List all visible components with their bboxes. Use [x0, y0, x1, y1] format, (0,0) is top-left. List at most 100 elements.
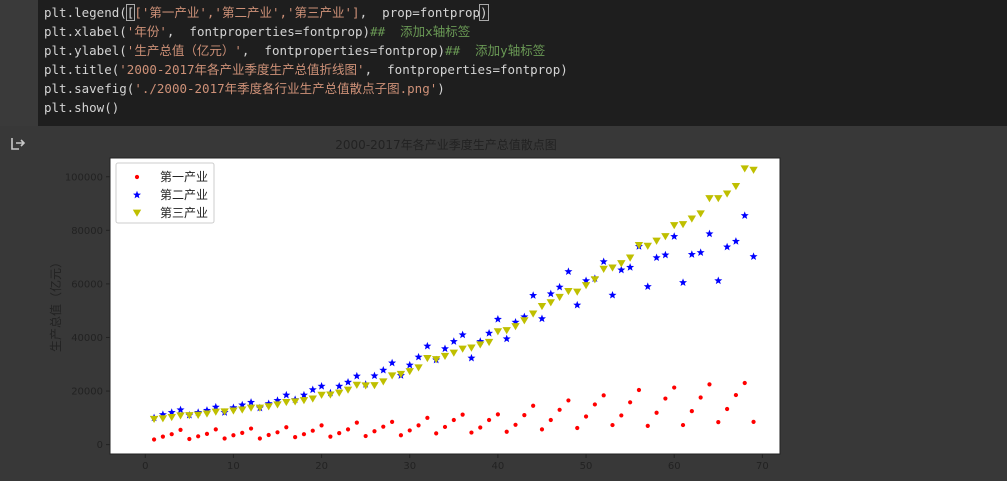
code-token: ## 添加y轴标签: [445, 43, 546, 58]
data-point: [537, 303, 547, 311]
data-point: [231, 433, 236, 438]
data-point: [504, 429, 509, 434]
data-point: [469, 430, 474, 435]
data-point: [599, 265, 608, 273]
data-point: [485, 328, 494, 337]
data-point: [626, 263, 635, 271]
data-point: [370, 382, 379, 390]
data-point: [416, 423, 421, 428]
data-point: [590, 276, 600, 284]
data-point: [405, 368, 414, 376]
code-token: '生产总值（亿元）': [126, 43, 242, 58]
code-line: plt.savefig('./2000-2017年季度各行业生产总值散点子图.p…: [44, 79, 445, 98]
x-tick-label: 20: [315, 461, 328, 472]
data-point: [696, 210, 705, 218]
data-point: [284, 425, 289, 430]
data-point: [513, 422, 518, 427]
data-point: [617, 260, 626, 268]
data-point: [749, 166, 758, 174]
data-point: [310, 428, 315, 433]
data-point: [308, 385, 317, 394]
x-tick-label: 60: [668, 461, 681, 472]
data-point: [529, 291, 538, 299]
legend-marker-shape: [133, 190, 141, 199]
data-point: [352, 381, 362, 389]
data-point: [687, 215, 697, 223]
axes-frame: [109, 157, 781, 455]
data-point: [352, 371, 361, 380]
data-point: [423, 355, 432, 363]
data-point: [617, 265, 626, 274]
data-point: [222, 436, 227, 441]
data-point: [387, 372, 397, 380]
legend-label: 第二产业: [160, 188, 208, 202]
data-point: [247, 398, 256, 406]
data-point: [328, 434, 333, 439]
data-point: [388, 358, 397, 367]
data-point: [654, 410, 659, 415]
x-tick-label: 30: [403, 461, 416, 472]
data-point: [478, 425, 483, 430]
data-point: [652, 253, 661, 262]
data-point: [167, 413, 176, 422]
data-point: [317, 391, 326, 399]
data-point: [625, 254, 635, 262]
data-point: [343, 386, 353, 394]
data-point: [722, 190, 732, 198]
data-point: [564, 288, 573, 296]
code-cell[interactable]: plt.legend([['第一产业','第二产业','第三产业'], prop…: [38, 0, 1007, 126]
data-point: [740, 211, 749, 219]
data-point: [396, 370, 406, 378]
data-point: [564, 267, 573, 275]
data-point: [537, 314, 546, 323]
data-point: [204, 431, 210, 437]
code-line: plt.xlabel('年份', fontproperties=fontprop…: [44, 22, 470, 41]
cell-gutter: [0, 0, 38, 126]
data-point: [238, 406, 247, 414]
data-point: [716, 420, 721, 425]
data-point: [670, 232, 679, 240]
data-point: [434, 431, 439, 436]
data-point: [158, 415, 168, 423]
data-point: [248, 426, 254, 431]
data-point: [149, 415, 159, 423]
data-point: [176, 412, 185, 420]
data-point: [407, 428, 412, 433]
output-arrow-icon[interactable]: [10, 136, 28, 152]
data-point: [663, 396, 668, 401]
data-point: [495, 412, 500, 417]
data-point: [398, 433, 404, 438]
data-point: [601, 393, 606, 398]
data-point: [275, 430, 280, 435]
data-point: [185, 412, 194, 420]
data-point: [608, 264, 617, 272]
data-point: [705, 229, 714, 238]
data-point: [484, 338, 494, 347]
data-point: [220, 408, 229, 416]
code-token: plt.savefig(: [44, 81, 135, 96]
data-point: [546, 289, 555, 298]
data-point: [634, 241, 644, 250]
data-point: [520, 317, 529, 325]
data-point: [539, 427, 545, 432]
data-point: [725, 406, 730, 412]
data-point: [643, 282, 652, 290]
data-point: [167, 408, 176, 416]
legend-marker-shape: [132, 209, 142, 217]
data-point: [345, 427, 351, 432]
legend-label: 第一产业: [160, 170, 208, 184]
plot-area: 0 10 20 30 40 50 60 70 0 20000 40000 60000 80000 1000…: [65, 157, 781, 472]
code-line: plt.ylabel('生产总值（亿元）', fontproperties=fo…: [44, 41, 545, 60]
data-point: [363, 433, 368, 439]
data-point: [449, 349, 459, 357]
data-point: [458, 330, 467, 339]
data-point: [575, 425, 580, 431]
data-point: [687, 250, 696, 258]
data-point: [193, 411, 203, 419]
data-point: [282, 390, 291, 399]
data-point: [372, 429, 377, 434]
data-point: [467, 353, 476, 362]
code-token: [: [125, 4, 136, 21]
data-point: [628, 400, 633, 405]
